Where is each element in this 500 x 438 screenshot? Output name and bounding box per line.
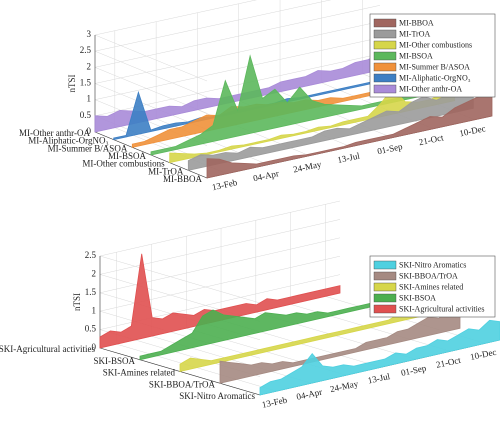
legend-swatch bbox=[373, 260, 397, 270]
x-tick-label: 13-Feb bbox=[211, 177, 239, 192]
legend-label: MI-Other combustions bbox=[399, 40, 472, 49]
legend-label: SKI-BBOA/TrOA bbox=[399, 271, 458, 280]
y-tick-label: 0.5 bbox=[80, 110, 92, 120]
grid-line bbox=[99, 219, 341, 275]
series-axis-label: SKI-BBOA/TrOA bbox=[149, 379, 216, 389]
grid-line bbox=[94, 99, 208, 146]
y-tick-label: 2.5 bbox=[80, 45, 92, 55]
grid-line bbox=[99, 237, 341, 294]
chart: 0 0.5 1 1.5 2 2.5 3 13-Feb 04-Apr 24-May 13-Jul 01-… bbox=[19, 0, 496, 192]
y-tick-label: 1 bbox=[87, 94, 92, 104]
x-tick-label: 21-Oct bbox=[418, 132, 445, 147]
x-tick-label: 10-Dec bbox=[469, 347, 497, 362]
grid-line bbox=[99, 255, 261, 304]
series-area bbox=[99, 253, 341, 349]
x-tick-label: 01-Sep bbox=[400, 363, 428, 378]
series-axis-label: MI-Summer B/ASOA bbox=[48, 143, 128, 153]
y-tick-label: 2.5 bbox=[85, 250, 97, 260]
chart: 0 0.5 1 1.5 2 2.5 13-Feb 04-Apr 24-May 13-Jul 01-S… bbox=[0, 200, 500, 410]
x-tick-label: 24-May bbox=[329, 378, 359, 394]
series-axis-label: MI-Other anthr-OA bbox=[19, 128, 91, 138]
y-axis-label: nTSI bbox=[72, 293, 82, 311]
x-tick-label: 21-Oct bbox=[435, 355, 462, 370]
x-tick-label: 01-Sep bbox=[376, 141, 404, 156]
grid-line bbox=[94, 34, 208, 82]
series-axis-label: MI-Aliphatic-OrgNO₃ bbox=[28, 136, 108, 146]
grid-line bbox=[94, 5, 381, 68]
legend-label: MI-TrOA bbox=[399, 29, 430, 38]
grid-line bbox=[94, 0, 258, 36]
x-tick-label: 13-Feb bbox=[261, 395, 289, 410]
x-tick-label: 24-May bbox=[292, 159, 322, 175]
grid-line bbox=[94, 50, 208, 98]
legend-swatch bbox=[373, 304, 397, 314]
y-tick-label: 0 bbox=[87, 126, 92, 136]
legend-label: MI-Summer B/ASOA bbox=[399, 62, 470, 71]
series-axis-label: MI-BSOA bbox=[108, 151, 147, 161]
legend-swatch bbox=[373, 282, 397, 292]
y-tick-label: 0.5 bbox=[85, 324, 97, 334]
grid-line bbox=[99, 310, 261, 359]
y-tick-label: 1 bbox=[92, 305, 97, 315]
series-axis-label: MI-BBOA bbox=[163, 174, 203, 184]
series-area bbox=[139, 300, 381, 361]
legend-label: SKI-Agricultural activities bbox=[399, 304, 485, 313]
x-tick-label: 13-Jul bbox=[337, 150, 362, 165]
x-tick-label: 13-Jul bbox=[367, 371, 392, 386]
legend-swatch bbox=[373, 18, 397, 28]
y-tick-label: 1.5 bbox=[85, 287, 97, 297]
series-axis-label: MI-TrOA bbox=[148, 166, 184, 176]
legend-label: MI-BBOA bbox=[399, 18, 434, 27]
series-axis-label: MI-Other combustions bbox=[82, 159, 165, 169]
series-axis-label: SKI-Amines related bbox=[103, 368, 176, 378]
legend-label: MI-Aliphatic-OrgNO₃ bbox=[399, 73, 471, 82]
legend-label: MI-BSOA bbox=[399, 51, 433, 60]
x-tick-label: 10-Dec bbox=[458, 123, 486, 138]
legend-swatch bbox=[373, 271, 397, 281]
y-tick-label: 2 bbox=[87, 61, 92, 71]
series-area bbox=[206, 86, 493, 179]
legend-label: SKI-Amines related bbox=[399, 282, 463, 291]
y-tick-label: 2 bbox=[92, 268, 97, 278]
x-tick-label: 04-Apr bbox=[296, 387, 324, 402]
legend-swatch bbox=[373, 62, 397, 72]
legend-swatch bbox=[373, 293, 397, 303]
legend-label: MI-Other anthr-OA bbox=[399, 84, 462, 93]
grid-line bbox=[94, 37, 381, 100]
series-axis-label: SKI-Nitro Aromatics bbox=[179, 391, 255, 401]
series-axis-label: SKI-BSOA bbox=[93, 356, 135, 366]
legend-label: SKI-BSOA bbox=[399, 293, 436, 302]
series-area bbox=[259, 319, 500, 396]
y-axis-label: nTSI bbox=[67, 74, 77, 92]
legend-swatch bbox=[373, 51, 397, 61]
y-tick-label: 1.5 bbox=[80, 78, 92, 88]
legend-swatch bbox=[373, 84, 397, 94]
y-tick-label: 0 bbox=[92, 342, 97, 352]
legend-swatch bbox=[373, 40, 397, 50]
x-tick-label: 04-Apr bbox=[252, 168, 280, 183]
legend-swatch bbox=[373, 73, 397, 83]
grid-line bbox=[94, 0, 332, 52]
legend-swatch bbox=[373, 29, 397, 39]
grid-line bbox=[99, 200, 341, 257]
y-tick-label: 3 bbox=[87, 29, 92, 39]
grid-line bbox=[94, 21, 381, 84]
series-axis-label: SKI-Agricultural activities bbox=[0, 344, 95, 354]
legend-label: SKI-Nitro Aromatics bbox=[399, 260, 466, 269]
